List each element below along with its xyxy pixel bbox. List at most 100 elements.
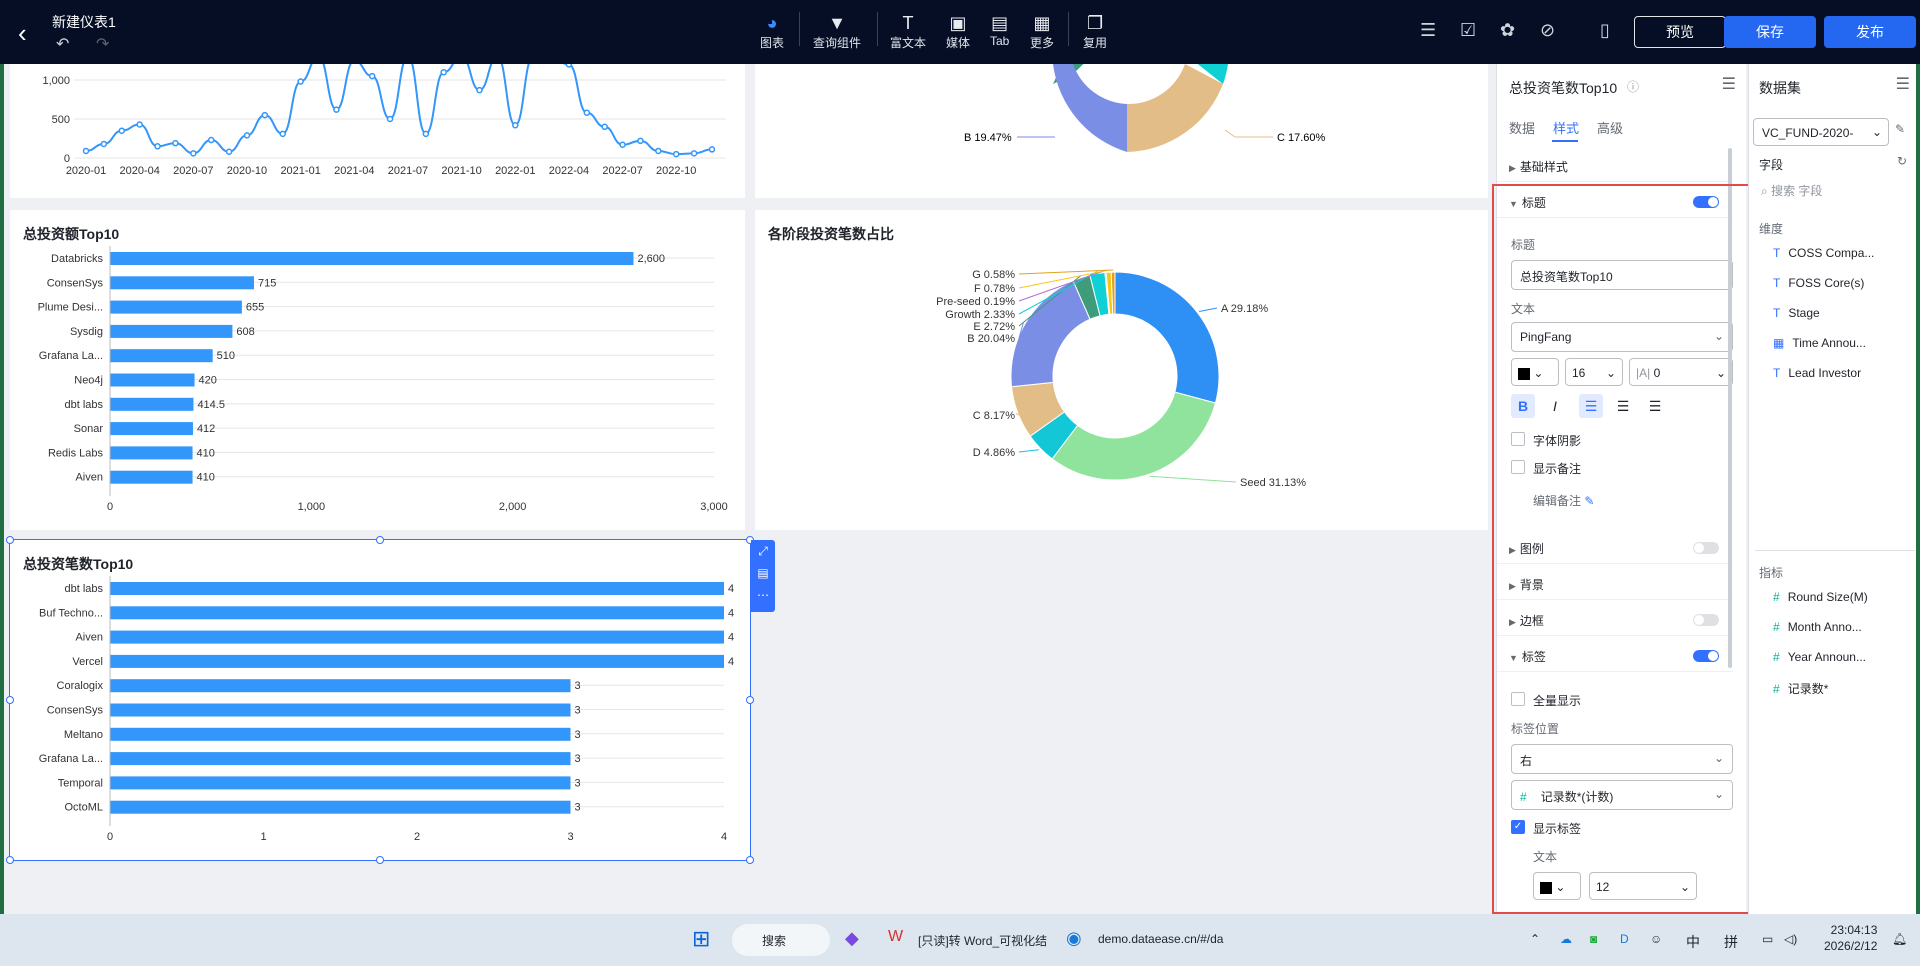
dimension-field[interactable]: T COSS Compa...	[1773, 246, 1874, 260]
bold-icon[interactable]: B	[1511, 394, 1535, 418]
checklist-icon[interactable]: ☑	[1460, 20, 1477, 40]
line-point[interactable]	[333, 106, 340, 113]
display-icon[interactable]: ▭	[1762, 932, 1774, 946]
title-input[interactable]: 总投资笔数Top10	[1511, 260, 1733, 290]
undo-icon[interactable]: ↶	[56, 36, 70, 53]
line-point[interactable]	[386, 115, 394, 123]
save-button[interactable]: 保存	[1724, 16, 1816, 48]
donut-slice[interactable]	[1110, 271, 1116, 315]
bar-count-bar[interactable]	[110, 654, 724, 668]
border-toggle[interactable]	[1693, 614, 1719, 626]
font-size-select[interactable]: 16 ⌄	[1565, 358, 1623, 386]
onedrive-icon[interactable]: ☁	[1560, 932, 1572, 946]
more-icon[interactable]: ⋯	[757, 588, 769, 602]
ime-label[interactable]: 中	[1686, 934, 1700, 950]
line-point[interactable]	[440, 68, 447, 76]
metric-field[interactable]: # Year Announ...	[1773, 650, 1866, 664]
taskbar-wps-window[interactable]: [只读]转 Word_可视化结	[918, 934, 1048, 948]
edit-icon[interactable]: ✎	[1895, 122, 1906, 136]
donut-slice[interactable]	[1114, 271, 1220, 404]
tool-more[interactable]: ▦ 更多	[1030, 12, 1054, 51]
redo-icon[interactable]: ↷	[96, 36, 110, 53]
align-center-icon[interactable]: ☰	[1616, 398, 1630, 414]
wps-icon[interactable]: W	[888, 928, 904, 945]
hide-icon[interactable]: ⊘	[1540, 20, 1556, 40]
clock[interactable]: 23:04:13 2026/2/12	[1824, 922, 1877, 954]
line-point[interactable]	[368, 72, 376, 80]
line-point[interactable]	[565, 64, 573, 68]
letter-spacing-select[interactable]: |A| 0 ⌄	[1629, 358, 1733, 386]
label-color-picker[interactable]: ⌄	[1533, 872, 1581, 900]
line-point[interactable]	[583, 109, 591, 117]
line-point[interactable]	[172, 139, 179, 147]
tool-chart[interactable]: ◕ 图表	[760, 12, 784, 51]
line-point[interactable]	[476, 86, 483, 94]
tool-reuse[interactable]: ❐ 复用	[1083, 12, 1107, 51]
section-legend[interactable]: ▶ 图例	[1497, 530, 1733, 564]
wechat-icon[interactable]: ◙	[1590, 932, 1598, 946]
style-panel-scrollbar[interactable]	[1728, 148, 1732, 668]
legend-toggle[interactable]	[1693, 542, 1719, 554]
dimension-field[interactable]: T Lead Investor	[1773, 366, 1861, 380]
bar-amount-bar[interactable]	[110, 324, 233, 338]
tool-query[interactable]: ▼ 查询组件	[813, 12, 861, 51]
tab-data[interactable]: 数据	[1509, 121, 1536, 136]
metric-field[interactable]: # 记录数*	[1773, 680, 1828, 697]
bar-count-bar[interactable]	[110, 679, 571, 693]
bar-count-bar[interactable]	[110, 703, 571, 717]
align-left-icon[interactable]: ☰	[1579, 394, 1603, 418]
dataset-select[interactable]: VC_FUND-2020- ⌄	[1753, 118, 1889, 146]
edit-note-link[interactable]: 编辑备注 ✎	[1533, 492, 1594, 509]
section-label[interactable]: ▼ 标签	[1497, 638, 1733, 672]
expand-icon[interactable]: ⤢	[758, 544, 768, 558]
resize-handle[interactable]	[746, 696, 754, 704]
line-point[interactable]	[82, 147, 90, 155]
resize-handle[interactable]	[746, 856, 754, 864]
line-point[interactable]	[512, 121, 519, 129]
label-size-select[interactable]: 12 ⌄	[1589, 872, 1697, 900]
donut-top-card[interactable]: B 19.47% C 17.60%	[755, 64, 1488, 198]
app-icon[interactable]: D	[1620, 932, 1629, 946]
show-all-checkbox[interactable]	[1511, 692, 1525, 706]
windows-start-icon[interactable]: ⊞	[692, 926, 711, 951]
line-point[interactable]	[118, 127, 126, 134]
line-chart-card[interactable]: 0 500 1,000 2020-01 2020-04 2020-07 2020-10 202…	[10, 64, 745, 198]
label-field-select[interactable]: # 记录数*(计数) ⌄	[1511, 780, 1733, 810]
bar-count-bar[interactable]	[110, 727, 571, 741]
line-point[interactable]	[672, 150, 680, 158]
line-point[interactable]	[422, 130, 430, 138]
line-point[interactable]	[243, 132, 251, 139]
resize-handle[interactable]	[376, 536, 384, 544]
line-point[interactable]	[601, 123, 608, 131]
bar-count-bar[interactable]	[110, 606, 724, 620]
bar-count-bar[interactable]	[110, 630, 724, 644]
bar-count-bar[interactable]	[110, 752, 571, 766]
show-note-checkbox[interactable]	[1511, 460, 1525, 474]
line-point[interactable]	[279, 130, 286, 138]
line-point[interactable]	[154, 143, 161, 150]
tool-richtext[interactable]: T 富文本	[890, 12, 926, 51]
chevron-up-icon[interactable]: ⌃	[1530, 932, 1541, 946]
dimension-field[interactable]: T Stage	[1773, 306, 1820, 320]
copilot-icon[interactable]: ◆	[845, 928, 859, 948]
preview-button[interactable]: 预览	[1634, 16, 1726, 48]
section-background[interactable]: ▶ 背景	[1497, 566, 1733, 600]
line-point[interactable]	[261, 111, 269, 119]
italic-icon[interactable]: I	[1553, 398, 1557, 414]
publish-button[interactable]: 发布	[1824, 16, 1916, 48]
resize-handle[interactable]	[6, 696, 14, 704]
bar-amount-bar[interactable]	[110, 397, 194, 411]
ime-mode-label[interactable]: 拼	[1724, 934, 1738, 950]
metric-field[interactable]: # Month Anno...	[1773, 620, 1862, 634]
bar-amount-bar[interactable]	[110, 276, 254, 290]
line-point[interactable]	[225, 148, 233, 156]
taskbar-edge-window[interactable]: demo.dataease.cn/#/da	[1098, 932, 1224, 946]
line-point[interactable]	[619, 141, 626, 148]
info-icon[interactable]: ⓘ	[1627, 80, 1640, 94]
refresh-icon[interactable]: ↻	[1897, 154, 1908, 168]
font-select[interactable]: PingFang ⌄	[1511, 322, 1733, 352]
taskbar-search[interactable]: 搜索	[732, 924, 830, 956]
back-arrow-icon[interactable]: ‹	[18, 18, 27, 48]
label-toggle[interactable]	[1693, 650, 1719, 662]
bar-amount-bar[interactable]	[110, 446, 193, 460]
